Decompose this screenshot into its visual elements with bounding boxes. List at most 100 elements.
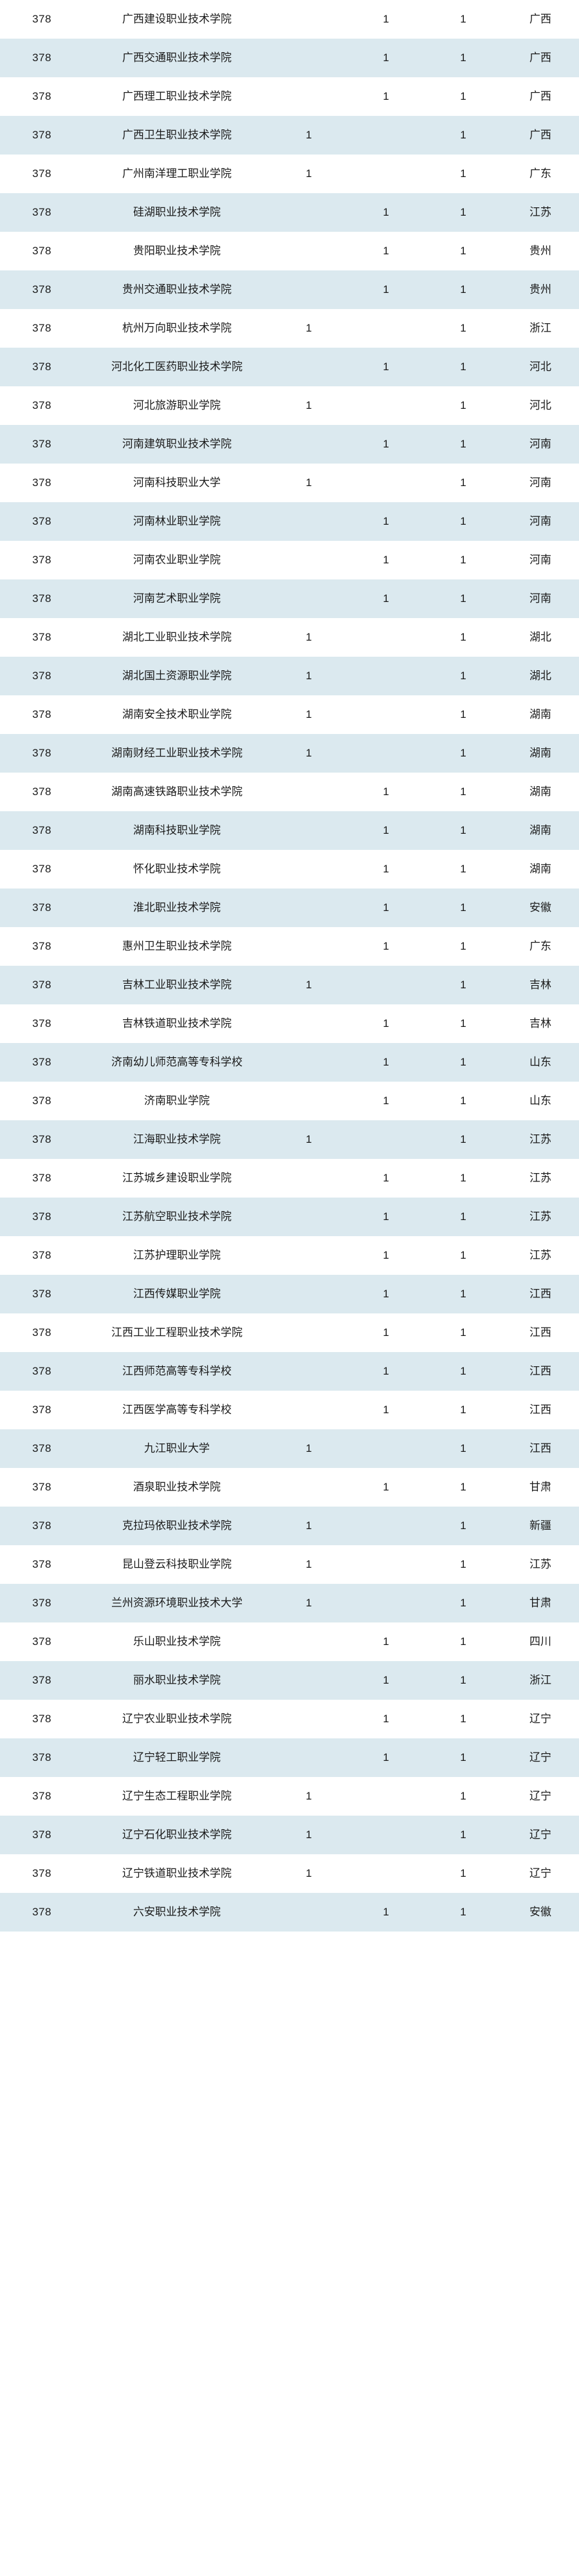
- cell-metric-1: [270, 811, 347, 850]
- cell-metric-2: 1: [347, 1391, 425, 1429]
- cell-metric-3: 1: [425, 1816, 502, 1854]
- cell-province: 吉林: [502, 1004, 579, 1043]
- cell-rank: 378: [0, 657, 84, 695]
- cell-rank: 378: [0, 232, 84, 270]
- cell-rank: 378: [0, 1313, 84, 1352]
- cell-metric-1: [270, 1352, 347, 1391]
- cell-school-name: 吉林工业职业技术学院: [84, 966, 270, 1004]
- cell-metric-2: 1: [347, 888, 425, 927]
- table-row: 378 广西交通职业技术学院 1 1 广西: [0, 39, 579, 77]
- table-row: 378 河南艺术职业学院 1 1 河南: [0, 579, 579, 618]
- cell-school-name: 河北化工医药职业技术学院: [84, 348, 270, 386]
- table-row: 378 克拉玛依职业技术学院 1 1 新疆: [0, 1507, 579, 1545]
- cell-metric-2: 1: [347, 1313, 425, 1352]
- cell-metric-3: 1: [425, 155, 502, 193]
- cell-metric-2: [347, 464, 425, 502]
- cell-metric-1: [270, 1738, 347, 1777]
- cell-metric-3: 1: [425, 1352, 502, 1391]
- cell-rank: 378: [0, 1275, 84, 1313]
- cell-metric-2: [347, 1120, 425, 1159]
- cell-metric-2: 1: [347, 425, 425, 464]
- cell-metric-1: [270, 0, 347, 39]
- cell-metric-2: [347, 386, 425, 425]
- cell-metric-2: 1: [347, 1738, 425, 1777]
- cell-rank: 378: [0, 888, 84, 927]
- cell-metric-3: 1: [425, 850, 502, 888]
- cell-school-name: 湖南科技职业学院: [84, 811, 270, 850]
- table-row: 378 湖北工业职业技术学院 1 1 湖北: [0, 618, 579, 657]
- cell-rank: 378: [0, 1043, 84, 1082]
- cell-metric-1: 1: [270, 1854, 347, 1893]
- cell-metric-3: 1: [425, 0, 502, 39]
- cell-province: 广西: [502, 116, 579, 155]
- cell-metric-2: 1: [347, 579, 425, 618]
- cell-school-name: 辽宁石化职业技术学院: [84, 1816, 270, 1854]
- cell-metric-3: 1: [425, 1159, 502, 1198]
- cell-metric-1: 1: [270, 1816, 347, 1854]
- cell-metric-3: 1: [425, 1507, 502, 1545]
- cell-metric-1: 1: [270, 734, 347, 773]
- cell-metric-2: 1: [347, 1043, 425, 1082]
- cell-metric-3: 1: [425, 1236, 502, 1275]
- cell-metric-3: 1: [425, 1468, 502, 1507]
- table-row: 378 广西理工职业技术学院 1 1 广西: [0, 77, 579, 116]
- cell-school-name: 怀化职业技术学院: [84, 850, 270, 888]
- cell-metric-3: 1: [425, 232, 502, 270]
- cell-school-name: 江西师范高等专科学校: [84, 1352, 270, 1391]
- table-row: 378 乐山职业技术学院 1 1 四川: [0, 1622, 579, 1661]
- table-row: 378 昆山登云科技职业学院 1 1 江苏: [0, 1545, 579, 1584]
- cell-rank: 378: [0, 1816, 84, 1854]
- cell-school-name: 六安职业技术学院: [84, 1893, 270, 1932]
- cell-province: 湖南: [502, 850, 579, 888]
- cell-rank: 378: [0, 579, 84, 618]
- cell-metric-1: [270, 850, 347, 888]
- table-row: 378 丽水职业技术学院 1 1 浙江: [0, 1661, 579, 1700]
- cell-metric-3: 1: [425, 1004, 502, 1043]
- cell-metric-2: [347, 657, 425, 695]
- cell-rank: 378: [0, 850, 84, 888]
- table-row: 378 湖南科技职业学院 1 1 湖南: [0, 811, 579, 850]
- cell-rank: 378: [0, 155, 84, 193]
- cell-metric-1: 1: [270, 657, 347, 695]
- cell-school-name: 江西传媒职业学院: [84, 1275, 270, 1313]
- cell-school-name: 济南职业学院: [84, 1082, 270, 1120]
- cell-metric-1: [270, 1313, 347, 1352]
- cell-province: 河南: [502, 502, 579, 541]
- cell-rank: 378: [0, 618, 84, 657]
- cell-school-name: 湖北工业职业技术学院: [84, 618, 270, 657]
- cell-province: 江苏: [502, 193, 579, 232]
- cell-rank: 378: [0, 425, 84, 464]
- cell-metric-3: 1: [425, 270, 502, 309]
- table-row: 378 辽宁铁道职业技术学院 1 1 辽宁: [0, 1854, 579, 1893]
- cell-metric-3: 1: [425, 1120, 502, 1159]
- cell-metric-1: [270, 1082, 347, 1120]
- cell-province: 广东: [502, 155, 579, 193]
- cell-metric-2: 1: [347, 1352, 425, 1391]
- cell-metric-2: 1: [347, 232, 425, 270]
- table-row: 378 江西传媒职业学院 1 1 江西: [0, 1275, 579, 1313]
- cell-metric-1: 1: [270, 1777, 347, 1816]
- cell-metric-3: 1: [425, 541, 502, 579]
- cell-province: 江苏: [502, 1159, 579, 1198]
- table-row: 378 辽宁生态工程职业学院 1 1 辽宁: [0, 1777, 579, 1816]
- cell-school-name: 广州南洋理工职业学院: [84, 155, 270, 193]
- cell-rank: 378: [0, 1700, 84, 1738]
- table-row: 378 江西工业工程职业技术学院 1 1 江西: [0, 1313, 579, 1352]
- cell-metric-2: 1: [347, 1700, 425, 1738]
- cell-metric-1: [270, 1391, 347, 1429]
- cell-school-name: 丽水职业技术学院: [84, 1661, 270, 1700]
- cell-province: 贵州: [502, 270, 579, 309]
- cell-metric-2: [347, 116, 425, 155]
- cell-metric-2: 1: [347, 1004, 425, 1043]
- cell-school-name: 江苏航空职业技术学院: [84, 1198, 270, 1236]
- cell-rank: 378: [0, 541, 84, 579]
- cell-province: 甘肃: [502, 1468, 579, 1507]
- cell-metric-1: 1: [270, 1507, 347, 1545]
- cell-province: 湖南: [502, 695, 579, 734]
- table-row: 378 淮北职业技术学院 1 1 安徽: [0, 888, 579, 927]
- cell-school-name: 江海职业技术学院: [84, 1120, 270, 1159]
- cell-rank: 378: [0, 1738, 84, 1777]
- cell-school-name: 辽宁生态工程职业学院: [84, 1777, 270, 1816]
- cell-school-name: 济南幼儿师范高等专科学校: [84, 1043, 270, 1082]
- cell-metric-2: 1: [347, 502, 425, 541]
